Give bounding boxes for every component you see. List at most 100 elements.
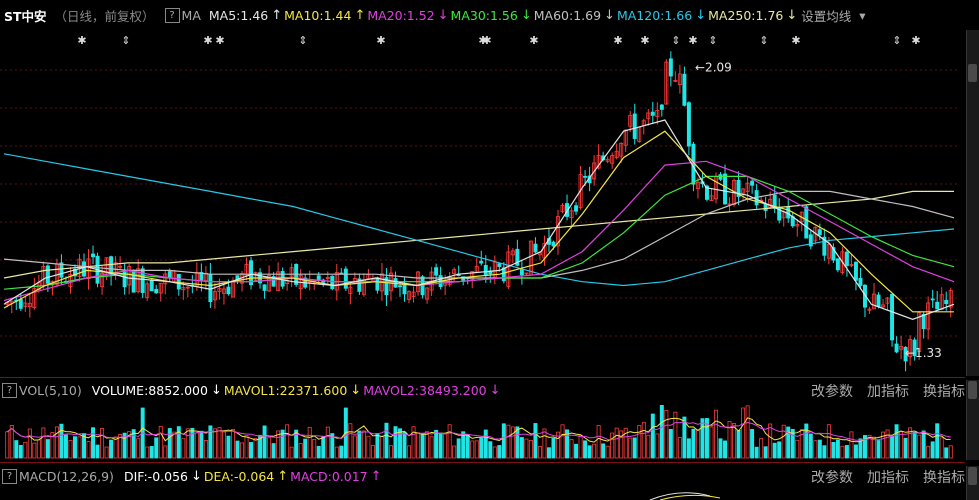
volume-bar [844,445,849,459]
candle-body [122,271,127,288]
volume-bar [890,436,895,459]
volume-bar [181,438,186,459]
volume-bar [330,433,335,459]
volume-bar [560,424,565,459]
volume-bar [5,431,10,459]
volume-bar [77,436,82,459]
candle-body [470,271,475,280]
volume-bar [271,443,276,459]
volume-bar [176,426,181,459]
volume-bar [917,434,922,459]
volume-bar [632,437,637,459]
volume-bar [388,445,393,459]
stock-title: ST中安 [4,8,47,24]
volume-title: VOL(5,10) [19,382,82,398]
vol-menu-item[interactable]: 改参数 [811,384,853,400]
volume-bar [858,438,863,459]
candle-body [912,339,917,357]
volume-bar [375,433,380,459]
volume-bar [718,438,723,459]
volume-bar [149,446,154,459]
volume-bar [348,423,353,459]
candle-body [917,312,922,352]
candle-body [407,291,412,300]
volume-header: ? VOL(5,10) VOLUME:8852.000 ↓ MAVOL1:22371… [0,379,965,401]
volume-bar [732,423,737,459]
volume-bar [416,432,421,459]
candle-body [673,79,678,82]
event-marker: ✱ [482,34,491,47]
candle-body [136,268,141,293]
candle-body [763,203,768,211]
volume-bar [334,446,339,459]
dropdown-icon[interactable]: ▾ [859,7,866,23]
volume-bar [361,430,366,459]
price-scrollbar[interactable] [966,30,979,376]
candle-body [840,251,845,273]
volume-bar [158,425,163,459]
volume-bar [172,431,177,459]
volume-bar [199,430,204,459]
candle-body [853,261,858,281]
volume-bar [754,446,759,459]
vol-menu-item[interactable]: 换指标 [923,384,965,400]
candle-body [533,243,538,253]
candle-body [682,73,687,106]
vol-menu-item[interactable]: 加指标 [867,384,909,400]
event-marker: ⇕ [759,34,768,47]
volume-bar [221,431,226,459]
candle-body [650,111,655,116]
volume-bar [930,441,935,459]
volume-bar [36,439,41,459]
volume-bar [456,438,461,459]
volume-bar [167,428,172,459]
candle-body [628,115,633,127]
volume-bar [619,430,624,459]
price-scroll-thumb[interactable] [968,64,977,82]
volume-bar [655,433,660,459]
candle-body [23,302,28,307]
candle-body [885,297,890,304]
volume-bar [768,423,773,459]
volume-bar [145,446,150,459]
volume-bar [203,440,208,459]
candle-body [398,285,402,288]
stock-subtitle: （日线，前复权） [54,8,155,24]
candle-body [551,241,556,247]
macd-menu-item[interactable]: 改参数 [811,470,853,486]
volume-bar [217,427,222,459]
candle-body [822,236,827,256]
candle-body [185,286,190,289]
volume-bar [280,429,285,459]
candle-body [704,185,709,200]
volume-bar [727,421,732,459]
volume-bar [312,439,317,459]
volume-scroll-thumb[interactable] [968,381,977,399]
candle-body [876,294,881,308]
volume-bar [470,440,475,459]
help-icon[interactable]: ? [164,7,180,23]
volume-help-icon[interactable]: ? [2,382,17,398]
macd-chart [649,492,721,500]
event-marker: ✱ [640,34,649,47]
volume-bar [289,446,294,459]
ma120-line [3,153,955,287]
set-ma-button[interactable]: 设置均线 [801,8,852,24]
volume-scrollbar[interactable] [966,380,979,460]
volume-bar [407,445,412,459]
macd-menu-item[interactable]: 加指标 [867,470,909,486]
ma250-line [3,190,954,279]
macd-menu-item[interactable]: 换指标 [923,470,965,486]
macd-scroll-thumb[interactable] [968,467,977,485]
macd-help-icon[interactable]: ? [2,468,17,484]
ma-trend-icon: ↓ [695,7,707,23]
volume-bar [163,445,168,459]
ma-value: MA5:1.46 [208,7,269,23]
vol-trend-icon: ↓ [350,382,362,398]
candle-body [745,182,750,192]
macd-items: DIF:-0.056 ↓ DEA:-0.064 ↑ MACD:0.017 ↑ [124,469,384,484]
candle-body [163,273,168,285]
volume-bar [650,413,655,459]
volume-bar [118,434,123,459]
